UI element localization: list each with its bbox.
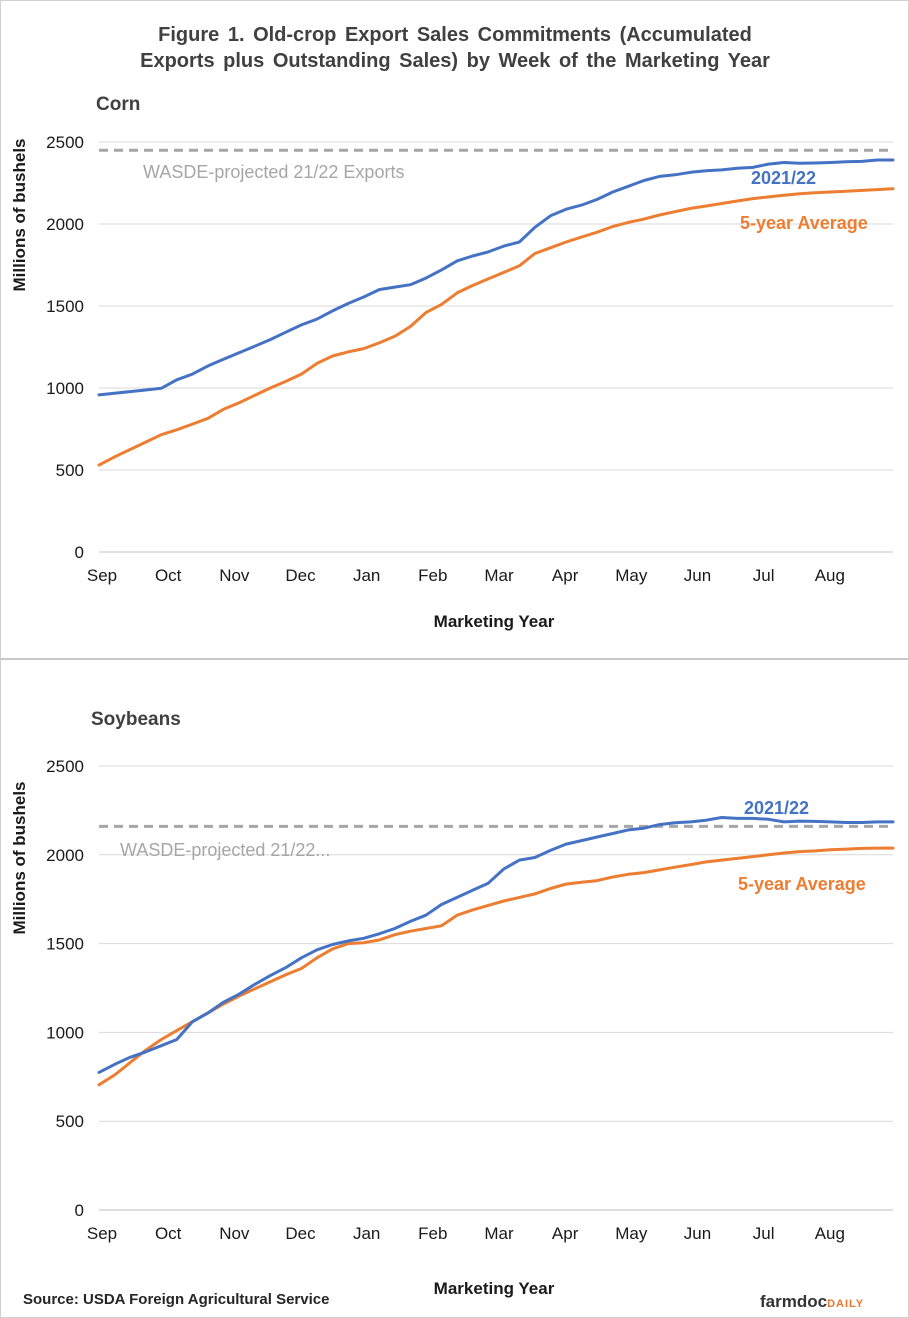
corn-x-axis-label: Marketing Year bbox=[434, 612, 555, 631]
corn-chart: Corn WASDE-projected 21/22 Exports 2021/… bbox=[10, 94, 895, 631]
corn-y-tick-label: 1500 bbox=[46, 297, 84, 316]
corn-series-avg-label: 5-year Average bbox=[740, 213, 868, 233]
corn-x-tick-label: Jan bbox=[353, 566, 380, 585]
panel-divider bbox=[0, 658, 909, 660]
brand-part2: DAILY bbox=[827, 1298, 865, 1310]
corn-series-2021-line bbox=[97, 158, 895, 397]
corn-x-tick-label: Sep bbox=[87, 566, 117, 585]
soybeans-series-2021-line bbox=[97, 816, 895, 1074]
corn-x-tick-label: Oct bbox=[155, 566, 182, 585]
soybeans-y-tick-label: 500 bbox=[56, 1112, 84, 1131]
soybeans-series-2021-label: 2021/22 bbox=[744, 798, 809, 818]
corn-x-tick-label: Nov bbox=[219, 566, 250, 585]
soybeans-x-tick-label: Feb bbox=[418, 1224, 447, 1243]
corn-gridlines bbox=[99, 141, 893, 553]
soybeans-series-avg-label: 5-year Average bbox=[738, 874, 866, 894]
soybeans-title: Soybeans bbox=[91, 709, 181, 730]
soybeans-wasde-label: WASDE-projected 21/22... bbox=[120, 840, 330, 860]
soybeans-x-tick-label: Aug bbox=[815, 1224, 845, 1243]
figure-title-line2: Exports plus Outstanding Sales) by Week … bbox=[140, 50, 770, 72]
soybeans-y-tick-label: 1500 bbox=[46, 935, 84, 954]
source-note: Source: USDA Foreign Agricultural Servic… bbox=[23, 1291, 330, 1308]
corn-x-tick-label: Dec bbox=[285, 566, 316, 585]
corn-y-tick-label: 2500 bbox=[46, 133, 84, 152]
soybeans-x-tick-label: Jan bbox=[353, 1224, 380, 1243]
corn-y-tick-label: 0 bbox=[75, 543, 84, 562]
soybeans-y-tick-label: 2000 bbox=[46, 846, 84, 865]
figure-title-line1: Figure 1. Old-crop Export Sales Commitme… bbox=[158, 24, 752, 46]
soybeans-y-tick-label: 2500 bbox=[46, 757, 84, 776]
soybeans-x-tick-label: Dec bbox=[285, 1224, 316, 1243]
corn-y-tick-label: 500 bbox=[56, 461, 84, 480]
soybeans-x-axis-label: Marketing Year bbox=[434, 1279, 555, 1298]
corn-x-tick-label: Feb bbox=[418, 566, 447, 585]
corn-series bbox=[97, 158, 895, 467]
corn-y-tick-label: 2000 bbox=[46, 215, 84, 234]
soybeans-x-ticks: Sep Oct Nov Dec Jan Feb Mar Apr May Jun Jul Aug bbox=[87, 1224, 845, 1243]
soybeans-y-tick-label: 0 bbox=[75, 1201, 84, 1220]
soybeans-y-axis-label: Millions of bushels bbox=[10, 781, 29, 934]
brand-part1: farmdoc bbox=[760, 1292, 828, 1311]
soybeans-x-tick-label: Sep bbox=[87, 1224, 117, 1243]
corn-series-2021-label: 2021/22 bbox=[751, 168, 816, 188]
soybeans-series-avg-line bbox=[97, 846, 895, 1087]
corn-y-ticks: 0 500 1000 1500 2000 2500 bbox=[46, 133, 84, 562]
corn-series-avg-line bbox=[97, 187, 895, 467]
soybeans-x-tick-label: Jun bbox=[684, 1224, 711, 1243]
corn-wasde-label: WASDE-projected 21/22 Exports bbox=[143, 162, 404, 182]
soybeans-x-tick-label: Mar bbox=[484, 1224, 514, 1243]
brand-logo: farmdocDAILY bbox=[760, 1292, 864, 1312]
corn-title: Corn bbox=[96, 94, 140, 115]
corn-x-tick-label: Apr bbox=[552, 566, 579, 585]
soybeans-y-ticks: 0 500 1000 1500 2000 2500 bbox=[46, 757, 84, 1220]
soybeans-gridlines bbox=[99, 765, 893, 1211]
corn-y-tick-label: 1000 bbox=[46, 379, 84, 398]
soybeans-x-tick-label: Oct bbox=[155, 1224, 182, 1243]
corn-x-ticks: Sep Oct Nov Dec Jan Feb Mar Apr May Jun Jul Aug bbox=[87, 566, 845, 585]
soybeans-x-tick-label: May bbox=[615, 1224, 648, 1243]
soybeans-x-tick-label: Nov bbox=[219, 1224, 250, 1243]
soybeans-y-tick-label: 1000 bbox=[46, 1023, 84, 1042]
soybeans-series bbox=[97, 816, 895, 1087]
soybeans-x-tick-label: Jul bbox=[753, 1224, 775, 1243]
corn-x-tick-label: Mar bbox=[484, 566, 514, 585]
corn-x-tick-label: Aug bbox=[815, 566, 845, 585]
corn-y-axis-label: Millions of bushels bbox=[10, 138, 29, 291]
corn-x-tick-label: Jul bbox=[753, 566, 775, 585]
corn-x-tick-label: Jun bbox=[684, 566, 711, 585]
soybeans-x-tick-label: Apr bbox=[552, 1224, 579, 1243]
figure-title: Figure 1. Old-crop Export Sales Commitme… bbox=[40, 22, 870, 74]
corn-x-tick-label: May bbox=[615, 566, 648, 585]
